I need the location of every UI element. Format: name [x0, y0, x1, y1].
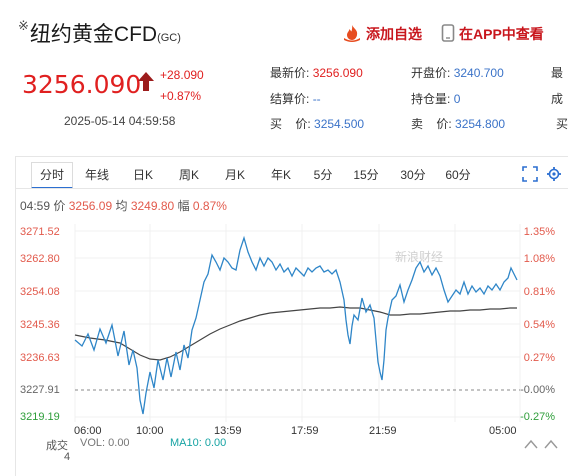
tab-5min[interactable]: 5分 [313, 168, 333, 182]
y-label-left: 3254.08 [20, 286, 60, 298]
stat-ask: 卖 价: 3254.800 [411, 115, 505, 132]
stat-label: 成 [551, 92, 564, 106]
chart-panel [15, 156, 568, 476]
stat-label: 持仓量: [411, 92, 451, 106]
star-mark: ※ [18, 18, 29, 33]
x-label: 10:00 [136, 425, 164, 437]
instrument-code: (GC) [157, 32, 181, 44]
x-label: 05:00 [489, 425, 517, 437]
y-label-right: -0.27% [520, 411, 555, 423]
stat-label: 卖 价: [411, 117, 452, 131]
zoom-controls[interactable] [523, 438, 559, 450]
up-arrow-icon [138, 72, 154, 91]
vol-value: 0.00 [108, 437, 130, 449]
fire-icon [344, 25, 360, 42]
x-label: 17:59 [291, 425, 319, 437]
tab-15min[interactable]: 15分 [353, 168, 379, 182]
info-amp-label: 幅 [177, 199, 190, 213]
info-price-label: 价 [53, 199, 66, 213]
x-label: 06:00 [74, 425, 102, 437]
watermark: 新浪财经 [395, 249, 443, 264]
y-label-left: 3245.36 [20, 319, 60, 331]
title-text: 纽约黄金CFD [29, 23, 158, 46]
ma10-value: 0.00 [204, 437, 227, 449]
tab-60min[interactable]: 60分 [445, 168, 471, 182]
tab-30min[interactable]: 30分 [400, 168, 426, 182]
x-label: 21:59 [369, 425, 397, 437]
price-line [74, 235, 518, 415]
view-in-app-button[interactable]: 在APP中查看 [441, 24, 544, 44]
y-label-left: 3219.19 [20, 411, 60, 423]
average-price-line [74, 306, 517, 361]
stat-label: 最 [551, 66, 564, 80]
fullscreen-icon[interactable] [522, 166, 538, 182]
stat-high: 最 [551, 64, 563, 81]
x-label: 13:59 [214, 425, 242, 437]
stat-volume: 成 [551, 90, 563, 107]
info-time: 04:59 [20, 199, 51, 213]
info-avg-label: 均 [115, 199, 128, 213]
add-watchlist-label: 添加自选 [366, 26, 422, 42]
settings-icon[interactable] [547, 167, 561, 181]
y-label-right: 1.35% [523, 226, 555, 238]
vol-label: VOL: [80, 437, 106, 449]
y-label-right: 0.54% [523, 319, 555, 331]
price-change-pct: +0.87% [160, 89, 202, 103]
y-label-right: -0.00% [520, 384, 555, 396]
stat-settle: 结算价: -- [270, 90, 321, 107]
stat-value: 3240.700 [453, 66, 504, 80]
y-label-left: 3262.80 [20, 253, 60, 265]
view-in-app-label: 在APP中查看 [459, 26, 544, 42]
stat-value: 3254.800 [455, 117, 506, 131]
stat-value: 3256.090 [312, 66, 363, 80]
tabs-divider [15, 188, 568, 189]
y-label-right: 0.81% [523, 286, 555, 298]
stat-label: 买 价: [270, 117, 311, 131]
ma10-readout: MA10: 0.00 [170, 437, 226, 449]
volume-label: 成交 [46, 440, 68, 452]
stat-label: 买 [556, 117, 568, 131]
chart-grid [74, 224, 521, 422]
instrument-title: ※纽约黄金CFD(GC) [18, 18, 181, 48]
stat-label: 开盘价: [411, 66, 451, 80]
phone-icon [441, 24, 455, 42]
stat-value: 0 [453, 92, 461, 106]
stat-bid-vol: 买 [556, 115, 568, 132]
y-label-left: 3236.63 [20, 352, 60, 364]
y-label-left: 3227.91 [20, 384, 60, 396]
stat-label: 最新价: [270, 66, 310, 80]
stat-label: 结算价: [270, 92, 310, 106]
info-price: 3256.09 [68, 199, 113, 213]
tab-daily-k[interactable]: 日K [132, 168, 153, 182]
tab-yearly-k[interactable]: 年K [270, 168, 291, 182]
stat-value: 3254.500 [314, 117, 365, 131]
quote-datetime: 2025-05-14 04:59:58 [64, 114, 176, 128]
info-amp: 0.87% [192, 199, 227, 213]
vol-readout: VOL: 0.00 [80, 437, 130, 449]
tab-monthly-k[interactable]: 月K [224, 168, 245, 182]
y-label-right: 1.08% [523, 253, 555, 265]
y-label-right: 0.27% [523, 352, 555, 364]
stat-open: 开盘价: 3240.700 [411, 64, 504, 81]
info-avg: 3249.80 [130, 199, 175, 213]
zoom-in-icon[interactable] [544, 439, 558, 449]
stat-value: -- [312, 92, 321, 106]
y-label-left: 3271.52 [20, 226, 60, 238]
stat-latest: 最新价: 3256.090 [270, 64, 363, 81]
last-price: 3256.090 [22, 70, 142, 99]
price-change: +28.090 [160, 68, 204, 82]
zoom-out-icon[interactable] [524, 439, 538, 449]
crosshair-info: 04:59 价 3256.09 均 3249.80 幅 0.87% [20, 197, 227, 214]
add-watchlist-button[interactable]: 添加自选 [342, 24, 422, 44]
tab-weekly-k[interactable]: 周K [178, 168, 199, 182]
stat-bid: 买 价: 3254.500 [270, 115, 364, 132]
volume-label-2: 4 [64, 451, 71, 463]
stat-open-interest: 持仓量: 0 [411, 90, 460, 107]
ma10-label: MA10: [170, 437, 202, 449]
tab-year-line[interactable]: 年线 [84, 168, 109, 182]
